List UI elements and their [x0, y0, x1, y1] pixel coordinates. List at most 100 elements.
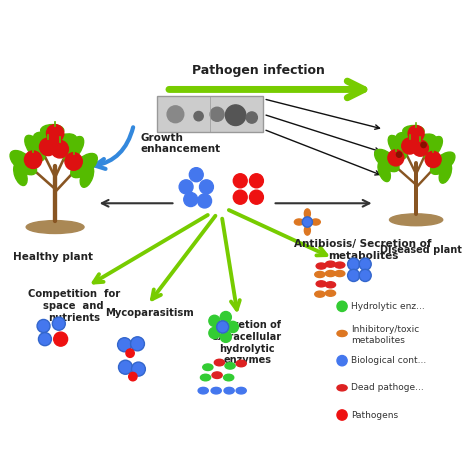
Ellipse shape [41, 125, 64, 137]
Circle shape [246, 112, 257, 123]
Text: metabolites: metabolites [351, 337, 405, 346]
Ellipse shape [26, 220, 84, 234]
Text: Pathogen infection: Pathogen infection [192, 64, 325, 77]
Circle shape [184, 192, 198, 207]
Ellipse shape [335, 262, 345, 268]
Ellipse shape [315, 291, 325, 297]
Circle shape [359, 258, 371, 270]
Circle shape [249, 174, 264, 188]
Circle shape [347, 269, 360, 282]
Circle shape [194, 111, 203, 121]
Ellipse shape [294, 219, 304, 225]
Circle shape [130, 337, 145, 351]
Circle shape [220, 331, 231, 342]
Circle shape [396, 152, 402, 157]
Circle shape [217, 321, 228, 333]
Ellipse shape [236, 387, 246, 394]
Ellipse shape [203, 364, 213, 371]
Circle shape [126, 349, 134, 357]
Circle shape [233, 190, 247, 204]
Ellipse shape [198, 387, 208, 394]
Ellipse shape [225, 363, 235, 369]
Circle shape [129, 373, 137, 381]
Circle shape [347, 258, 360, 270]
Ellipse shape [80, 165, 94, 187]
Ellipse shape [236, 360, 246, 367]
Ellipse shape [212, 372, 222, 378]
Circle shape [52, 317, 65, 330]
Ellipse shape [430, 152, 455, 174]
Circle shape [37, 319, 50, 333]
Ellipse shape [25, 136, 45, 161]
Ellipse shape [14, 163, 27, 185]
Ellipse shape [337, 330, 347, 337]
Ellipse shape [374, 149, 399, 172]
Circle shape [412, 140, 428, 156]
Ellipse shape [311, 219, 320, 225]
Ellipse shape [325, 282, 336, 288]
Circle shape [359, 269, 371, 282]
Circle shape [220, 311, 231, 323]
Ellipse shape [316, 281, 326, 287]
Circle shape [200, 180, 213, 194]
Circle shape [179, 180, 193, 194]
Circle shape [425, 151, 441, 167]
Circle shape [302, 217, 312, 227]
Circle shape [54, 332, 68, 346]
Circle shape [38, 333, 51, 346]
Circle shape [249, 190, 264, 204]
Circle shape [210, 107, 224, 121]
Circle shape [46, 125, 64, 142]
Ellipse shape [388, 136, 407, 159]
Ellipse shape [64, 137, 84, 162]
Text: Inhibitory/toxic: Inhibitory/toxic [351, 325, 419, 334]
Circle shape [51, 140, 68, 158]
Ellipse shape [412, 134, 436, 147]
Ellipse shape [403, 126, 424, 137]
Ellipse shape [325, 271, 336, 277]
Text: Hydrolytic enz...: Hydrolytic enz... [351, 302, 425, 311]
Ellipse shape [439, 163, 452, 183]
Ellipse shape [71, 154, 97, 178]
Circle shape [337, 410, 347, 420]
Circle shape [209, 328, 220, 338]
Ellipse shape [51, 134, 76, 148]
Text: Diseased plant: Diseased plant [380, 246, 462, 255]
Ellipse shape [224, 387, 234, 394]
Circle shape [65, 153, 82, 170]
Ellipse shape [10, 151, 36, 175]
Ellipse shape [378, 161, 391, 182]
Circle shape [233, 174, 247, 188]
Text: Competition  for
space  and
nutrients: Competition for space and nutrients [27, 290, 120, 323]
Circle shape [131, 362, 146, 376]
Ellipse shape [325, 290, 336, 296]
Ellipse shape [211, 387, 221, 394]
Ellipse shape [396, 132, 420, 146]
Ellipse shape [304, 226, 310, 235]
Circle shape [209, 315, 220, 327]
Text: Pathogens: Pathogens [351, 410, 399, 419]
Circle shape [118, 360, 132, 374]
Circle shape [198, 194, 211, 208]
Circle shape [167, 106, 184, 123]
Ellipse shape [34, 132, 59, 146]
Text: Healthy plant: Healthy plant [13, 252, 93, 262]
Text: Antibiosis/ Secretion of
metabolites: Antibiosis/ Secretion of metabolites [294, 239, 432, 261]
Circle shape [118, 337, 131, 352]
FancyBboxPatch shape [157, 97, 264, 132]
Circle shape [421, 142, 426, 147]
Text: Secretion of
extracellular
hydrolytic
enzymes: Secretion of extracellular hydrolytic en… [212, 320, 282, 365]
Ellipse shape [316, 263, 326, 269]
Text: Growth
enhancement: Growth enhancement [141, 133, 221, 154]
Circle shape [226, 105, 246, 126]
Ellipse shape [224, 374, 234, 381]
Ellipse shape [325, 261, 336, 267]
Ellipse shape [335, 271, 345, 277]
Ellipse shape [424, 137, 442, 160]
Circle shape [388, 150, 404, 166]
Circle shape [337, 356, 347, 366]
Ellipse shape [337, 385, 347, 391]
Ellipse shape [315, 272, 325, 277]
Text: Dead pathoge...: Dead pathoge... [351, 383, 424, 392]
Circle shape [408, 126, 424, 142]
